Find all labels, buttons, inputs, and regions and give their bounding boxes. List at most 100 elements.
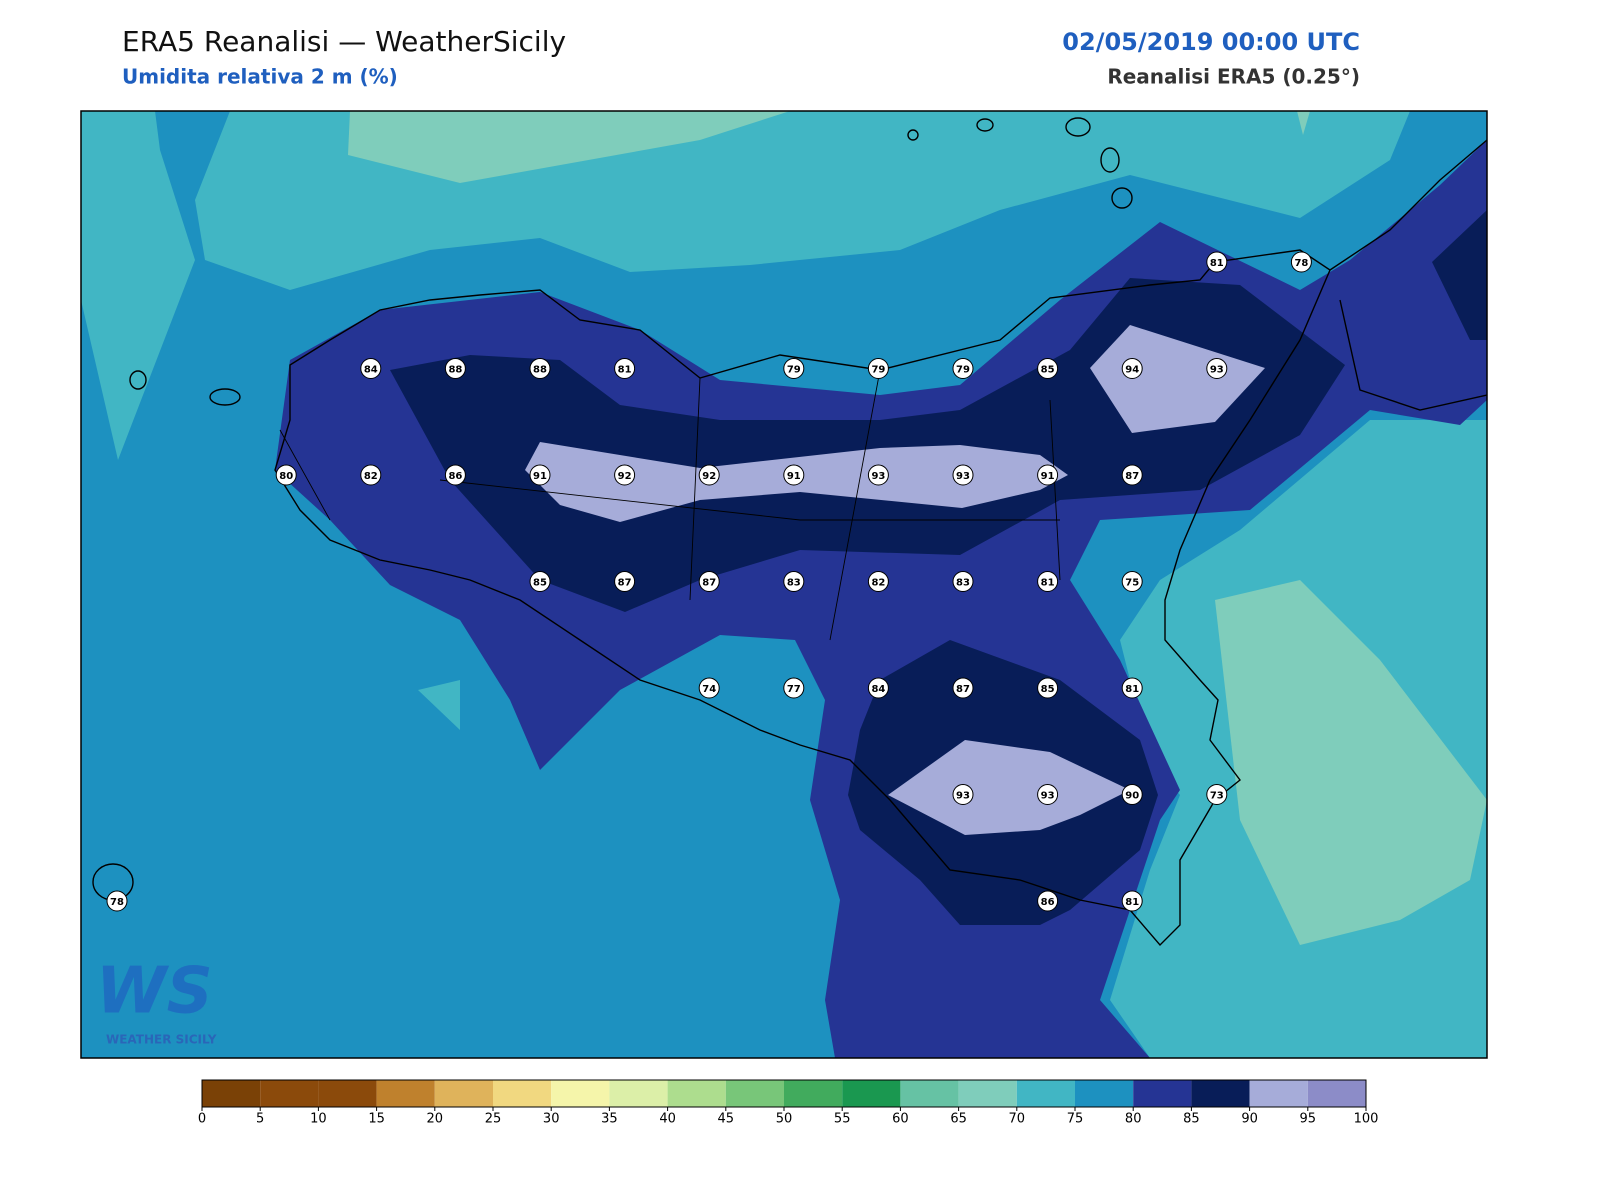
station-value: 93 (1210, 365, 1224, 376)
station-value: 92 (702, 471, 716, 482)
station-value: 87 (702, 578, 716, 589)
station-value: 93 (1041, 791, 1055, 802)
station-value: 83 (956, 578, 970, 589)
station-value: 81 (1125, 897, 1139, 908)
datetime: 02/05/2019 00:00 UTC (1062, 28, 1360, 56)
colorbar-tick-label: 85 (1183, 1112, 1200, 1127)
band-85-90 (1432, 210, 1487, 340)
band-90-95 (1090, 325, 1265, 433)
station-value: 86 (1041, 897, 1055, 908)
station-value: 88 (533, 365, 547, 376)
station-marker (783, 677, 805, 699)
station-marker (1121, 784, 1143, 805)
colorbar-tick-label: 70 (1009, 1112, 1026, 1127)
colorbar-tick-label: 5 (256, 1112, 264, 1127)
station-marker (952, 464, 974, 486)
colorbar-tick-label: 25 (485, 1112, 502, 1127)
colorbar-segment (493, 1080, 552, 1107)
sicily-coast (274, 249, 1331, 947)
colorbar-segment (202, 1080, 261, 1107)
station-value: 85 (1041, 365, 1055, 376)
title: ERA5 Reanalisi — WeatherSicily (122, 25, 566, 58)
colorbar-segment (1191, 1080, 1250, 1107)
island (209, 388, 241, 406)
colorbar-tick-label: 100 (1354, 1112, 1379, 1127)
island (907, 129, 919, 141)
station-marker (698, 677, 720, 699)
colorbar-segment (958, 1080, 1017, 1107)
station-marker (1037, 890, 1059, 912)
colorbar-tick-label: 95 (1300, 1112, 1317, 1127)
colorbar-segment (900, 1080, 959, 1107)
station-marker (529, 358, 551, 379)
station-value: 91 (533, 471, 547, 482)
station-value: 81 (618, 365, 632, 376)
province-border (279, 369, 1061, 641)
station-value: 73 (1210, 791, 1224, 802)
band-70-75 (418, 680, 460, 730)
station-marker (1206, 784, 1228, 805)
colorbar-segment (434, 1080, 493, 1107)
station-value: 82 (871, 578, 885, 589)
station-marker (1121, 358, 1143, 379)
colorbar-tick-label: 35 (601, 1112, 618, 1127)
station-marker (614, 571, 636, 592)
station-marker (275, 464, 297, 486)
station-value: 93 (871, 471, 885, 482)
station-marker (952, 677, 974, 699)
station-marker (360, 358, 382, 379)
colorbar-segment (1133, 1080, 1192, 1107)
station-value: 81 (1041, 578, 1055, 589)
station-marker (783, 358, 805, 379)
station-marker (529, 571, 551, 592)
map-frame (80, 110, 1488, 1059)
station-value: 79 (956, 365, 970, 376)
colorbar-tick-label: 30 (543, 1112, 560, 1127)
station-marker (698, 464, 720, 486)
island (1111, 187, 1133, 209)
station-value: 85 (533, 578, 547, 589)
station-value: 75 (1125, 578, 1139, 589)
source: Reanalisi ERA5 (0.25°) (1107, 65, 1360, 89)
station-marker (867, 677, 889, 699)
station-marker (952, 571, 974, 592)
band-70-75 (81, 111, 195, 460)
coastline (92, 117, 1487, 947)
logo-text: WEATHER SICILY (106, 1033, 217, 1047)
band-65-70 (348, 111, 790, 183)
station-marker (1121, 571, 1143, 592)
station-marker (1121, 677, 1143, 699)
station-value: 87 (618, 578, 632, 589)
station-value: 84 (871, 684, 885, 695)
colorbar-tick-label: 45 (718, 1112, 735, 1127)
station-value: 87 (1125, 471, 1139, 482)
station-value: 82 (364, 471, 378, 482)
band-65-70 (1215, 580, 1487, 945)
station-value: 79 (787, 365, 801, 376)
station-value: 85 (1041, 684, 1055, 695)
station-value: 91 (1041, 471, 1055, 482)
colorbar-tick-label: 75 (1067, 1112, 1084, 1127)
colorbar-tick-label: 65 (950, 1112, 967, 1127)
station-value: 84 (364, 365, 378, 376)
stations: 81 78 84 88 88 81 79 79 79 85 94 93 80 82 86 91 92 92 91 93… (106, 251, 1312, 912)
colorbar-tick-label: 10 (310, 1112, 327, 1127)
colorbar-tick-label: 15 (368, 1112, 385, 1127)
colorbar-segment (609, 1080, 668, 1107)
band-90-95 (888, 740, 1130, 835)
station-marker (1206, 251, 1228, 273)
island (976, 118, 994, 132)
station-marker (867, 571, 889, 592)
logo-mark: WS (96, 955, 213, 1029)
station-marker (952, 784, 974, 805)
station-marker (1037, 784, 1059, 805)
station-marker (444, 464, 466, 486)
station-value: 88 (448, 365, 462, 376)
colorbar-tick-label: 80 (1125, 1112, 1142, 1127)
station-value: 77 (787, 684, 801, 695)
station-marker (1037, 571, 1059, 592)
colorbar: 0 5 10 15 20 25 30 35 40 45 50 55 60 65 70 75 80 85 90 95 10… (198, 1079, 1379, 1127)
colorbar-segment (376, 1080, 435, 1107)
station-marker (529, 464, 551, 486)
colorbar-tick-label: 90 (1241, 1112, 1258, 1127)
